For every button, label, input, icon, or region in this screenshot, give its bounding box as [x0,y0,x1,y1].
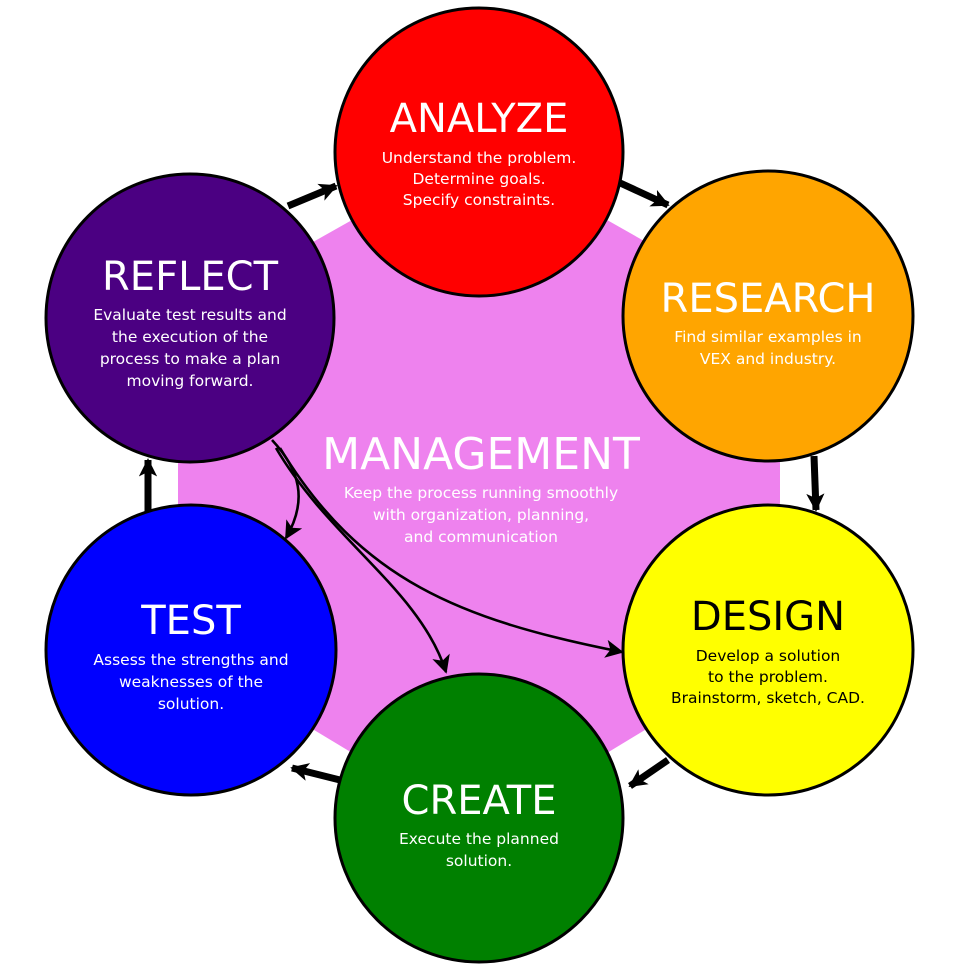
stage-analyze: ANALYZE Understand the problem. Determin… [333,6,625,298]
stage-reflect: REFLECT Evaluate test results and the ex… [44,172,336,464]
management-line-1: Keep the process running smoothly [344,484,618,502]
research-title: RESEARCH [661,276,876,322]
management-line-3: and communication [404,528,558,546]
research-line-1: Find similar examples in [674,328,861,346]
analyze-title: ANALYZE [390,96,569,142]
test-circle [44,503,338,797]
create-line-2: solution. [446,852,512,870]
analyze-line-3: Specify constraints. [403,191,555,209]
analyze-line-1: Understand the problem. [382,149,577,167]
test-line-2: weaknesses of the [119,673,263,691]
test-line-1: Assess the strengths and [93,651,288,669]
stage-design: DESIGN Develop a solution to the problem… [621,503,915,797]
reflect-line-3: process to make a plan [100,350,280,368]
arrow-reflect-to-analyze [286,182,338,210]
feedback-arrows [271,439,624,674]
stage-research: RESEARCH Find similar examples in VEX an… [621,169,915,463]
management-text: MANAGEMENT Keep the process running smoo… [322,429,640,546]
arrow-analyze-to-research [616,178,670,209]
create-title: CREATE [402,778,557,824]
arrow-design-to-create [628,757,670,789]
reflect-title: REFLECT [102,254,279,300]
test-line-3: solution. [158,695,224,713]
stage-test: TEST Assess the strengths and weaknesses… [44,503,338,797]
reflect-line-2: the execution of the [112,328,268,346]
analyze-line-2: Determine goals. [412,170,545,188]
reflect-line-1: Evaluate test results and [93,306,286,324]
design-line-2: to the problem. [708,668,828,686]
arrow-reflect-to-create [274,447,450,674]
reflect-line-4: moving forward. [126,372,253,390]
arrow-reflect-to-design [278,447,624,658]
create-line-1: Execute the planned [399,830,559,848]
management-line-2: with organization, planning, [373,506,589,524]
management-title: MANAGEMENT [322,429,640,480]
test-title: TEST [140,598,241,644]
stage-create: CREATE Execute the planned solution. [333,672,625,964]
create-circle [333,672,625,964]
design-title: DESIGN [691,594,845,640]
cycle-arrows [138,178,825,789]
reflect-circle [44,172,336,464]
arrow-research-to-design [806,455,825,512]
arrow-create-to-test [290,763,341,784]
design-circle [621,503,915,797]
design-line-1: Develop a solution [696,647,841,665]
research-line-2: VEX and industry. [700,350,836,368]
analyze-circle [333,6,625,298]
design-line-3: Brainstorm, sketch, CAD. [671,689,865,707]
research-circle [621,169,915,463]
